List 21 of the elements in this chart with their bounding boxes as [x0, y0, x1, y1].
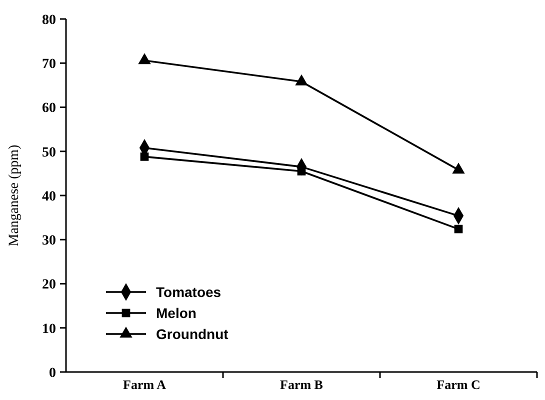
legend-label: Groundnut — [156, 326, 229, 342]
point — [138, 53, 151, 64]
y-tick-label: 80 — [42, 12, 56, 28]
x-tick-label: Farm A — [123, 377, 167, 392]
y-tick-label: 0 — [49, 366, 56, 381]
legend-label: Tomatoes — [156, 284, 222, 300]
point — [454, 224, 463, 234]
y-tick-label: 10 — [42, 322, 56, 337]
x-tick-label: Farm C — [436, 377, 480, 392]
x-tick-label: Farm B — [280, 377, 324, 392]
y-tick-label: 60 — [42, 101, 56, 116]
y-tick-label: 20 — [42, 278, 56, 293]
y-tick-label: 70 — [42, 57, 56, 72]
y-tick-label: 50 — [42, 145, 56, 160]
y-axis-title: Manganese (ppm) — [7, 144, 22, 246]
y-tick-label: 40 — [42, 189, 56, 204]
point — [295, 74, 308, 86]
y-tick-label: 30 — [42, 234, 56, 249]
point — [140, 152, 149, 161]
legend-label: Melon — [156, 304, 196, 321]
point — [452, 162, 465, 174]
